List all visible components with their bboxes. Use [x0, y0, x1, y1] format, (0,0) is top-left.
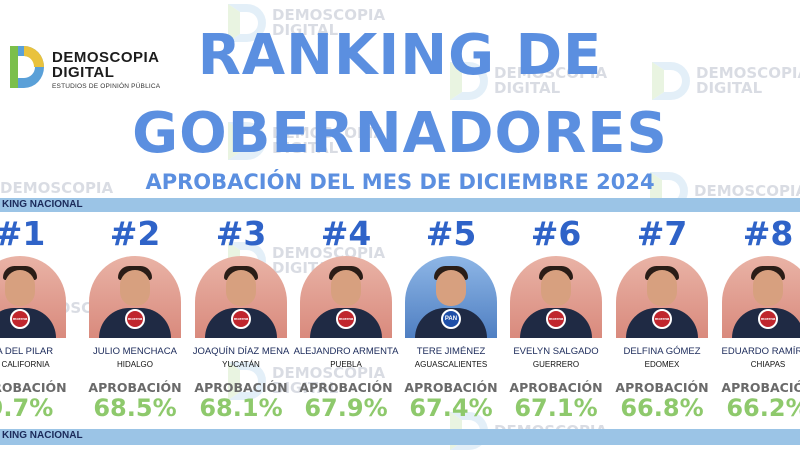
governor-photo: morena: [0, 256, 66, 338]
governor-state: GUERRERO: [532, 360, 580, 369]
page-subtitle: APROBACIÓN DEL MES DE DICIEMBRE 2024: [145, 170, 655, 194]
party-badge-icon: morena: [125, 309, 145, 329]
rank-number: #1: [0, 214, 46, 253]
governor-photo: morena: [89, 256, 181, 338]
governor-cards: #1 morena INA DEL PILAR JA CALIFORNIA AP…: [0, 214, 800, 429]
page-title-line1: RANKING DE: [197, 23, 603, 88]
party-badge-icon: PAN: [441, 309, 461, 329]
governor-state: EDOMEX: [644, 360, 680, 369]
governor-card: #6 morena EVELYN SALGADO GUERRERO APROBA…: [506, 214, 606, 429]
approval-value: 67.4%: [409, 394, 493, 422]
governor-name: EVELYN SALGADO: [513, 346, 599, 357]
governor-state: PUEBLA: [330, 360, 362, 369]
approval-value: 66.2%: [726, 394, 800, 422]
approval-value: 68.1%: [199, 394, 283, 422]
governor-name: EDUARDO RAMÍREZ: [721, 346, 800, 357]
governor-state: JA CALIFORNIA: [0, 360, 50, 369]
governor-card: #5 PAN TERE JIMÉNEZ AGUASCALIENTES APROB…: [401, 214, 501, 429]
party-badge-icon: morena: [10, 309, 30, 329]
party-badge-icon: morena: [336, 309, 356, 329]
approval-value: 67.1%: [514, 394, 598, 422]
governor-photo: morena: [195, 256, 287, 338]
rank-number: #3: [215, 214, 267, 253]
approval-value: 9.7%: [0, 394, 54, 422]
approval-label: APROBACIÓN: [88, 380, 182, 395]
brand-title-line1: DEMOSCOPIA: [52, 49, 160, 66]
governor-card: #7 morena DELFINA GÓMEZ EDOMEX APROBACIÓ…: [612, 214, 712, 429]
governor-name: ALEJANDRO ARMENTA: [293, 346, 399, 357]
governor-name: TERE JIMÉNEZ: [416, 346, 486, 357]
rank-number: #8: [742, 214, 794, 253]
approval-label: APROBACIÓN: [404, 380, 498, 395]
governor-state: YUCATÁN: [222, 360, 260, 369]
governor-photo: morena: [722, 256, 800, 338]
governor-name: JOAQUÍN DÍAZ MENA: [192, 346, 290, 357]
approval-label: APROBACIÓN: [194, 380, 288, 395]
governor-card: #1 morena INA DEL PILAR JA CALIFORNIA AP…: [0, 214, 70, 429]
rank-number: #2: [109, 214, 161, 253]
ranking-band-label: KING NACIONAL: [2, 430, 83, 441]
governor-card: #8 morena EDUARDO RAMÍREZ CHIAPAS APROBA…: [718, 214, 800, 429]
party-badge-icon: morena: [546, 309, 566, 329]
rank-number: #4: [320, 214, 372, 253]
ranking-band-label: KING NACIONAL: [2, 199, 83, 210]
rank-number: #6: [530, 214, 582, 253]
governor-name: JULIO MENCHACA: [93, 346, 177, 357]
approval-label: APROBACIÓN: [299, 380, 393, 395]
approval-value: 66.8%: [620, 394, 704, 422]
governor-state: CHIAPAS: [750, 360, 786, 369]
governor-photo: morena: [300, 256, 392, 338]
approval-label: APROBACIÓN: [509, 380, 603, 395]
party-badge-icon: morena: [758, 309, 778, 329]
governor-name: DELFINA GÓMEZ: [623, 346, 701, 357]
party-badge-icon: morena: [652, 309, 672, 329]
governor-card: #3 morena JOAQUÍN DÍAZ MENA YUCATÁN APRO…: [191, 214, 291, 429]
page-title-line2: GOBERNADORES: [132, 101, 668, 166]
governor-photo: PAN: [405, 256, 497, 338]
governor-state: AGUASCALIENTES: [414, 360, 488, 369]
ranking-band-bottom: KING NACIONAL: [0, 429, 800, 445]
approval-label: APROBACIÓN: [721, 380, 800, 395]
brand-title-line2: DIGITAL: [52, 64, 115, 81]
brand-logo-icon: [10, 46, 44, 88]
governor-name: INA DEL PILAR: [0, 346, 54, 357]
rank-number: #7: [636, 214, 688, 253]
ranking-band-top: KING NACIONAL: [0, 198, 800, 212]
governor-photo: morena: [510, 256, 602, 338]
governor-card: #4 morena ALEJANDRO ARMENTA PUEBLA APROB…: [294, 214, 399, 429]
brand-logo: DEMOSCOPIA DIGITAL ESTUDIOS DE OPINIÓN P…: [4, 40, 174, 100]
governor-card: #2 morena JULIO MENCHACA HIDALGO APROBAC…: [85, 214, 185, 429]
approval-label: APROBACIÓN: [0, 380, 67, 395]
rank-number: #5: [425, 214, 477, 253]
approval-label: APROBACIÓN: [615, 380, 709, 395]
approval-value: 68.5%: [93, 394, 177, 422]
party-badge-icon: morena: [231, 309, 251, 329]
approval-value: 67.9%: [304, 394, 388, 422]
governor-photo: morena: [616, 256, 708, 338]
brand-subtitle: ESTUDIOS DE OPINIÓN PÚBLICA: [52, 83, 161, 90]
governor-state: HIDALGO: [116, 360, 153, 369]
